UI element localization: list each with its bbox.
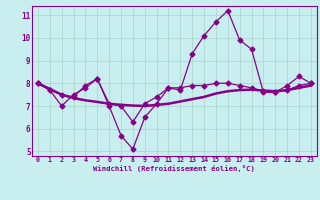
X-axis label: Windchill (Refroidissement éolien,°C): Windchill (Refroidissement éolien,°C): [93, 165, 255, 172]
